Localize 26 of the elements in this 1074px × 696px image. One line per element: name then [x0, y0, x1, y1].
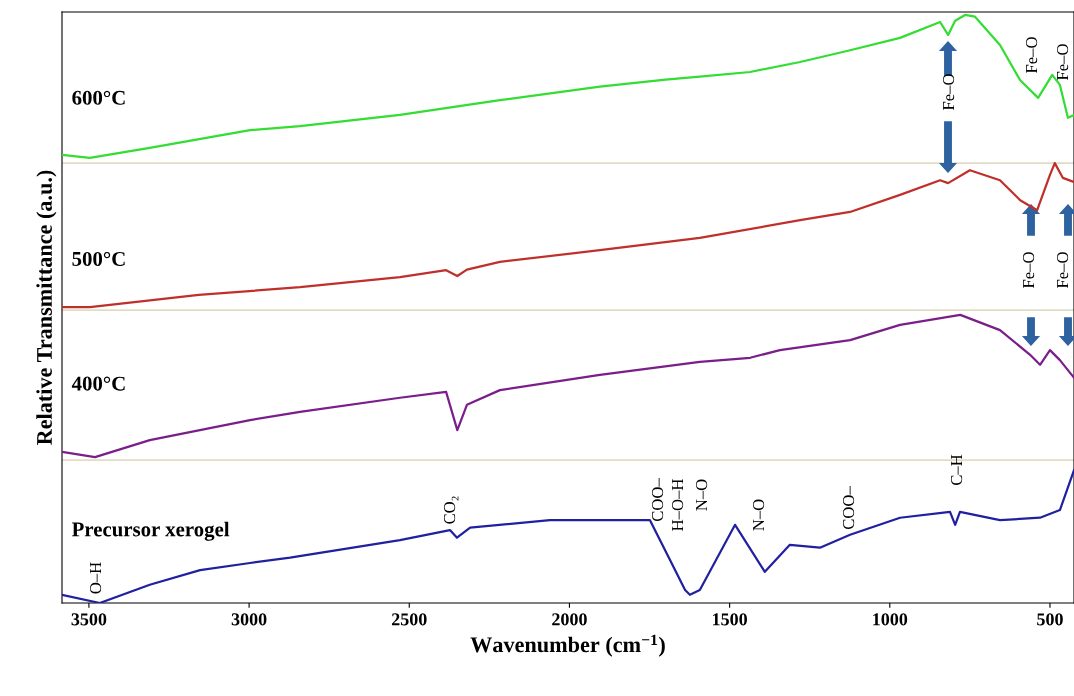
annotation: N–O — [752, 499, 765, 531]
x-axis-title: Wavenumber (cm$^{−1}$) — [470, 634, 665, 657]
annotation: Fe–O — [1022, 252, 1035, 289]
annotation: O–H — [89, 562, 102, 594]
annotation: COO– — [842, 486, 855, 530]
series-label: Precursor xerogel — [71, 521, 230, 541]
annotation: Fe–O — [942, 74, 955, 111]
x-tick-label: 1000 — [873, 613, 908, 626]
text: 600°C — [72, 90, 125, 105]
x-tick-label: 3500 — [71, 613, 107, 626]
annotation: Fe–O — [1056, 44, 1069, 81]
annotation: N–O — [695, 479, 708, 511]
annotation: Fe–O — [1056, 252, 1069, 289]
x-tick-label: 1500 — [713, 613, 747, 626]
annotation: CO₂ — [443, 496, 459, 524]
y-axis-title: Relative Transmittance (a.u.) — [36, 170, 57, 445]
annotation: COO– — [651, 478, 664, 522]
annotation: Fe–O — [1025, 37, 1038, 74]
series-label: 500°C — [72, 251, 125, 266]
text: 400°C — [71, 376, 125, 391]
annotation: H–O–H — [671, 479, 684, 531]
x-tick-label: 500 — [1037, 613, 1063, 626]
x-tick-label: 2500 — [391, 613, 427, 626]
annotation: C–H — [950, 454, 963, 486]
x-tick-label: 3000 — [231, 613, 267, 626]
x-tick-label: 2000 — [552, 613, 587, 626]
